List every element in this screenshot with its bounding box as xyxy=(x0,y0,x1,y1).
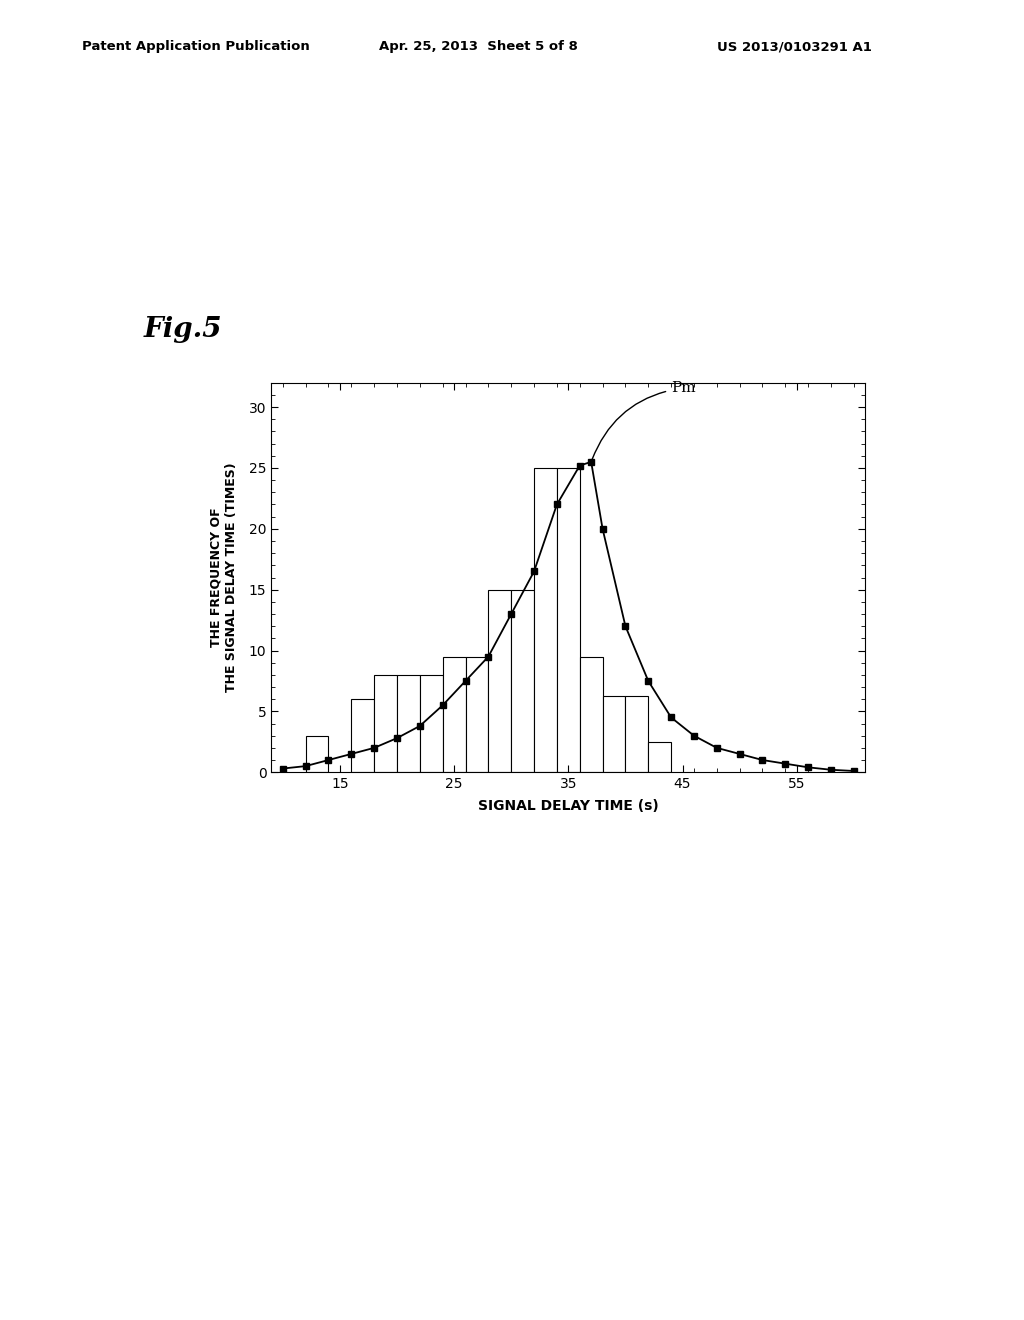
Bar xyxy=(511,590,535,772)
Bar xyxy=(626,696,648,772)
Bar xyxy=(420,675,442,772)
Bar xyxy=(602,696,626,772)
Bar xyxy=(535,469,557,772)
Text: Patent Application Publication: Patent Application Publication xyxy=(82,40,309,53)
Text: US 2013/0103291 A1: US 2013/0103291 A1 xyxy=(717,40,871,53)
Bar xyxy=(374,675,397,772)
Bar xyxy=(305,735,329,772)
Text: Pm: Pm xyxy=(592,381,695,459)
Bar xyxy=(488,590,511,772)
Text: Apr. 25, 2013  Sheet 5 of 8: Apr. 25, 2013 Sheet 5 of 8 xyxy=(379,40,578,53)
Bar xyxy=(648,742,671,772)
Text: Fig.5: Fig.5 xyxy=(143,315,222,343)
Bar xyxy=(442,656,466,772)
Bar xyxy=(397,675,420,772)
X-axis label: SIGNAL DELAY TIME (s): SIGNAL DELAY TIME (s) xyxy=(478,800,658,813)
Y-axis label: THE FREQUENCY OF
THE SIGNAL DELAY TIME (TIMES): THE FREQUENCY OF THE SIGNAL DELAY TIME (… xyxy=(210,463,238,692)
Bar xyxy=(580,656,602,772)
Bar xyxy=(466,656,488,772)
Bar xyxy=(557,469,580,772)
Bar xyxy=(351,700,374,772)
